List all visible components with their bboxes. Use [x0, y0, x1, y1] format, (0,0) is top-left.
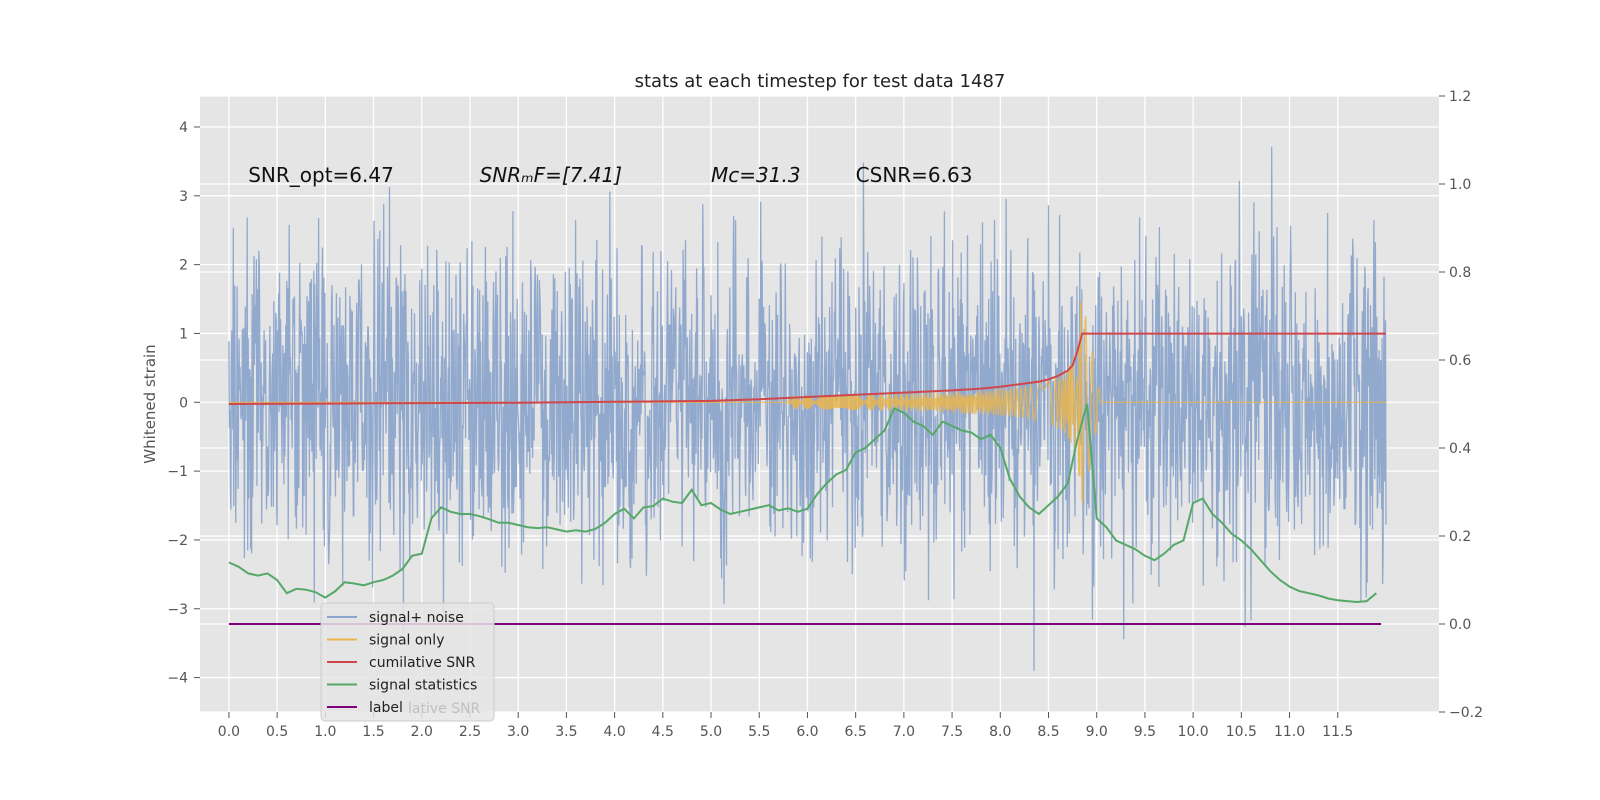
cumilative-snr-line [228, 332, 1386, 405]
annotation-snr-mf: SNRₘF=[7.41] [480, 163, 622, 187]
y-tick-label: −1 [167, 464, 188, 480]
x-axis: 0.0 0.5 1.0 1.5 2.0 2.5 3.0 3.5 4.0 4.5 5.0 5.5 6.0 6… [218, 712, 1353, 740]
y2-tick-label: 1.2 [1449, 89, 1471, 105]
legend: lative SNR signal+ noise signal only cumila… [320, 602, 495, 722]
x-tick-label: 3.5 [555, 724, 577, 740]
x-tick-label: 9.5 [1134, 724, 1156, 740]
series-signal-plus-noise [228, 146, 1387, 671]
y-tick-label: −4 [167, 671, 188, 687]
x-tick-label: 10.5 [1226, 724, 1257, 740]
x-tick-label: 11.0 [1274, 724, 1305, 740]
legend-box [320, 602, 495, 722]
x-tick-label: 8.0 [989, 724, 1011, 740]
x-tick-label: 2.0 [411, 724, 433, 740]
x-tick-label: 3.0 [507, 724, 529, 740]
annotation-csnr: CSNR=6.63 [856, 163, 973, 187]
x-tick-label: 7.5 [941, 724, 963, 740]
x-tick-label: 2.5 [459, 724, 481, 740]
x-tick-label: 1.5 [362, 724, 384, 740]
y-tick-label: 4 [179, 120, 188, 136]
legend-entry: label [369, 700, 403, 716]
y-axis-right: 1.2 1.0 0.8 0.6 0.4 0.2 0.0 −0.2 [1439, 89, 1483, 721]
legend-entry: signal only [369, 633, 444, 649]
y2-tick-label: 1.0 [1449, 177, 1471, 193]
y2-tick-label: 0.0 [1449, 617, 1471, 633]
annotation-snr-opt: SNR_opt=6.47 [248, 163, 394, 187]
x-tick-label: 11.5 [1322, 724, 1353, 740]
y2-tick-label: 0.8 [1449, 265, 1471, 281]
x-tick-label: 1.0 [314, 724, 336, 740]
legend-entry: cumilative SNR [369, 655, 476, 671]
x-tick-label: 5.5 [748, 724, 770, 740]
x-tick-label: 7.0 [893, 724, 915, 740]
y-tick-label: 2 [179, 258, 188, 274]
x-tick-label: 6.0 [796, 724, 818, 740]
y-tick-label: 3 [179, 189, 188, 205]
y-tick-label: 0 [179, 395, 188, 411]
y-tick-label: 1 [179, 326, 188, 342]
legend-ghost-text: lative SNR [408, 701, 481, 717]
signal-statistics-line [228, 403, 1377, 604]
x-tick-label: 0.0 [218, 724, 240, 740]
x-tick-label: 9.0 [1086, 724, 1108, 740]
annotations: SNR_opt=6.47 SNRₘF=[7.41] Mᴄ=31.3 CSNR=6.63 [248, 163, 972, 187]
x-tick-label: 4.5 [652, 724, 674, 740]
x-tick-label: 10.0 [1178, 724, 1209, 740]
chart-title: stats at each timestep for test data 148… [635, 71, 1006, 92]
x-tick-label: 6.5 [845, 724, 867, 740]
legend-entry: signal statistics [369, 678, 477, 694]
legend-entry: signal+ noise [369, 610, 464, 626]
y-tick-label: −2 [167, 533, 188, 549]
y2-tick-label: 0.4 [1449, 441, 1471, 457]
y2-tick-label: 0.6 [1449, 353, 1471, 369]
y2-tick-label: 0.2 [1449, 529, 1471, 545]
x-tick-label: 5.0 [700, 724, 722, 740]
x-tick-label: 4.0 [603, 724, 625, 740]
signal-plus-noise-line [228, 146, 1387, 671]
y-axis-label: Whitened strain [141, 344, 159, 463]
y-axis-left: 4 3 2 1 0 −1 −2 −3 −4 [167, 120, 200, 687]
y2-tick-label: −0.2 [1449, 705, 1483, 721]
x-tick-label: 0.5 [266, 724, 288, 740]
x-tick-label: 8.5 [1037, 724, 1059, 740]
y-tick-label: −3 [167, 602, 188, 618]
annotation-chirp-mass: Mᴄ=31.3 [711, 163, 801, 187]
